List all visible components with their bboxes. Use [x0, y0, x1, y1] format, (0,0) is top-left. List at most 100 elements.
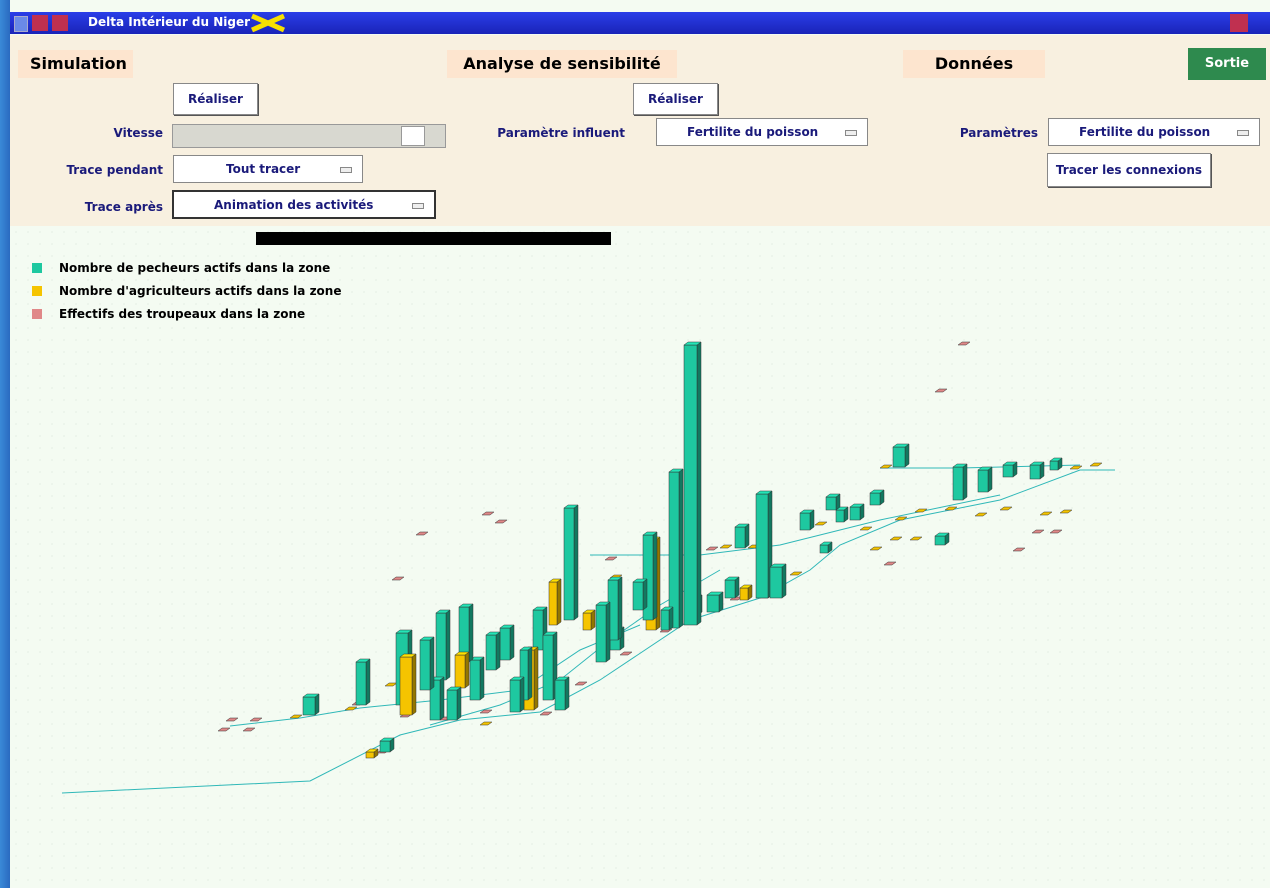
bar-side — [429, 636, 435, 691]
dropdown[interactable]: Tout tracer — [173, 155, 363, 183]
tile — [249, 717, 263, 722]
bar-side — [439, 676, 445, 721]
label: Paramètre influent — [497, 126, 625, 140]
dropdown-value: Animation des activités — [214, 197, 374, 212]
bar-top — [706, 591, 724, 596]
dropdown[interactable]: Fertilite du poisson — [1048, 118, 1260, 146]
label: Paramètres — [959, 126, 1038, 140]
bar — [419, 639, 431, 691]
bar-side — [365, 658, 371, 706]
tile — [1039, 511, 1053, 516]
bar — [485, 634, 497, 671]
bar-top — [554, 676, 570, 681]
bar-side — [696, 341, 702, 626]
bar — [724, 579, 736, 599]
bar-top — [724, 576, 740, 581]
tile — [869, 546, 883, 551]
bar-side — [533, 646, 539, 711]
connections-button[interactable]: Tracer les connexions — [1047, 153, 1211, 187]
tile — [619, 651, 633, 656]
bar — [563, 507, 575, 621]
tile — [883, 561, 897, 566]
icon[interactable] — [52, 15, 68, 31]
bar — [668, 471, 680, 629]
bar-top — [819, 541, 833, 546]
scene-background — [10, 226, 1270, 888]
logo — [250, 13, 286, 33]
bar-top — [660, 606, 674, 611]
bar — [1029, 464, 1041, 480]
bar — [769, 566, 783, 599]
bar-top — [734, 523, 750, 528]
bar — [365, 751, 375, 759]
bar-top — [849, 503, 865, 508]
bar — [892, 446, 906, 468]
window-title: Delta Intérieur du Niger — [88, 15, 251, 29]
menu-icon[interactable] — [14, 16, 28, 32]
bar-top — [435, 609, 451, 614]
tile — [604, 556, 618, 561]
tile — [384, 682, 398, 687]
exit-button[interactable]: Sortie — [1188, 48, 1266, 80]
bar — [1049, 460, 1059, 471]
dropdown[interactable]: Fertilite du poisson — [656, 118, 868, 146]
bar-side — [456, 686, 462, 721]
bar — [755, 493, 769, 599]
legend-swatch — [32, 286, 42, 296]
bar-top — [582, 609, 596, 614]
section-title: Simulation — [18, 50, 133, 78]
bar-top — [595, 601, 611, 606]
icon[interactable] — [32, 15, 48, 31]
bar-side — [509, 624, 515, 661]
bar — [1002, 464, 1014, 478]
legend-swatch — [32, 309, 42, 319]
bar-side — [411, 653, 417, 716]
bar — [435, 612, 447, 681]
bar-top — [563, 504, 579, 509]
icon[interactable] — [1230, 14, 1248, 32]
tile — [479, 721, 493, 726]
bar — [819, 544, 829, 554]
tile — [479, 709, 493, 714]
legend-item: Nombre de pecheurs actifs dans la zone — [32, 261, 341, 284]
bar-side — [744, 523, 750, 549]
bar-side — [314, 693, 320, 716]
bar-top — [454, 651, 470, 656]
bar-top — [977, 466, 993, 471]
section-title: Données — [903, 50, 1045, 78]
slider[interactable] — [172, 124, 446, 148]
window-border — [0, 0, 10, 888]
dropdown-value: Tout tracer — [226, 162, 301, 176]
tile — [719, 544, 733, 549]
bar-side — [617, 576, 623, 641]
bar — [632, 581, 644, 611]
run-button[interactable]: Réaliser — [633, 83, 718, 115]
tile — [217, 727, 231, 732]
bar-top — [892, 443, 910, 448]
bar-side — [479, 656, 485, 701]
section-title: Analyse de sensibilité — [447, 50, 677, 78]
bar-top — [379, 737, 395, 742]
run-button[interactable]: Réaliser — [173, 83, 258, 115]
bar — [849, 506, 861, 521]
bar — [532, 609, 544, 651]
bar — [399, 656, 413, 716]
bar — [454, 654, 466, 689]
tile — [1031, 529, 1045, 534]
bar-top — [548, 578, 562, 583]
tile — [1049, 529, 1063, 534]
bar-side — [527, 646, 533, 701]
bar-top — [446, 686, 462, 691]
tile — [574, 681, 588, 686]
slider-thumb[interactable] — [401, 126, 425, 146]
bar-side — [734, 576, 740, 599]
dropdown[interactable]: Animation des activités — [172, 190, 436, 219]
bar-top — [607, 576, 623, 581]
bar-side — [962, 463, 968, 501]
bar-side — [809, 509, 815, 531]
bar — [499, 627, 511, 661]
tile — [539, 711, 553, 716]
bar — [595, 604, 607, 663]
